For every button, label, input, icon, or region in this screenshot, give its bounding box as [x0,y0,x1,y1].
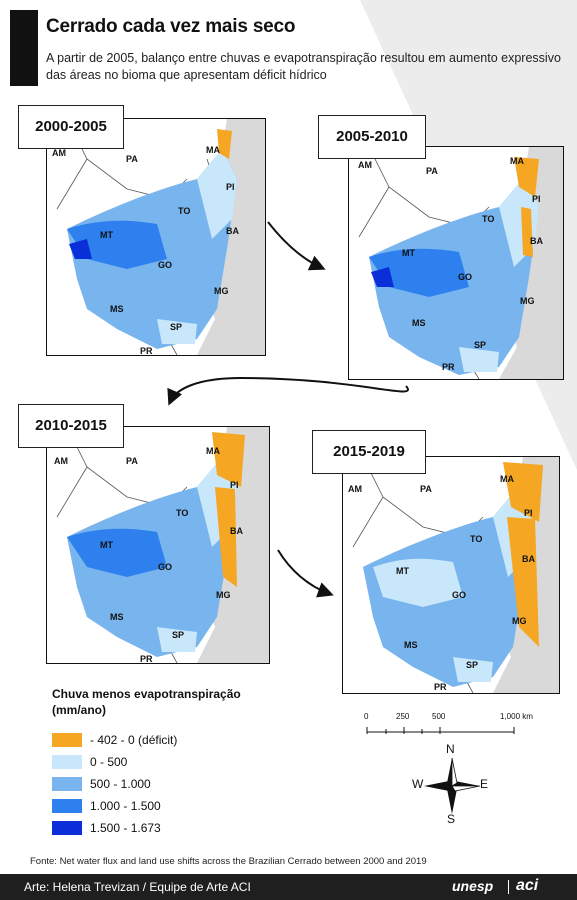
legend-swatch [52,777,82,791]
state-label: MT [100,540,113,550]
source-note: Fonte: Net water flux and land use shift… [30,856,427,867]
legend-swatch [52,821,82,835]
legend-swatch [52,755,82,769]
state-label: SP [466,660,479,670]
state-label: BA [226,226,239,236]
state-label: GO [458,272,473,282]
map-panel-2010-2015 [46,426,270,664]
legend-swatch [52,799,82,813]
state-label: PI [226,182,235,192]
compass-icon [424,757,481,814]
map-panel-2015-2019 [342,456,560,694]
period-label: 2010-2015 [18,404,124,448]
state-label: BA [522,554,535,564]
state-label: TO [470,534,483,544]
state-label: MG [512,616,527,626]
state-label: MS [110,304,124,314]
state-label: MG [214,286,229,296]
scale-tick-label: 0 [364,712,369,721]
legend-item: 1.000 - 1.500 [52,798,272,814]
legend-swatch [52,733,82,747]
legend-label: 0 - 500 [90,755,128,769]
scale-bar: 0 250 500 1,000 km [364,712,554,738]
state-label: MT [100,230,113,240]
scale-tick-label: 250 [396,712,410,721]
state-label: AM [348,484,362,494]
state-label: MA [206,446,220,456]
state-label: SP [170,322,183,332]
aci-logo: aci [516,877,539,894]
compass-rose: N S W E [412,742,492,826]
state-label: SP [172,630,185,640]
state-label: MS [110,612,124,622]
map-graphic [47,427,245,663]
state-label: MA [206,145,220,155]
map-panel-2000-2005 [46,118,266,356]
state-label: PR [140,346,153,356]
state-label: TO [178,206,191,216]
state-label: MG [520,296,535,306]
compass-west: W [412,777,424,791]
state-label: MS [404,640,418,650]
legend-item: 500 - 1.000 [52,776,272,792]
legend-label: 500 - 1.000 [90,777,151,791]
state-label: SP [474,340,487,350]
compass-north: N [446,742,455,756]
state-label: GO [452,590,467,600]
legend-label: - 402 - 0 (déficit) [90,733,178,747]
legend-title: Chuva menos evapotranspiração (mm/ano) [52,687,241,717]
page-title: Cerrado cada vez mais seco [46,16,296,37]
legend-item: - 402 - 0 (déficit) [52,732,272,748]
map-graphic [343,457,543,693]
unesp-logo: unesp [452,878,494,894]
state-label: BA [230,526,243,536]
period-label: 2000-2005 [18,105,124,149]
state-label: BA [530,236,543,246]
state-label: TO [176,508,189,518]
state-label: PR [442,362,455,372]
title-accent-bar [10,10,38,86]
state-label: PI [532,194,541,204]
state-label: GO [158,260,173,270]
state-label: AM [358,160,372,170]
state-label: MS [412,318,426,328]
state-label: AM [54,456,68,466]
footer-bar: Arte: Helena Trevizan / Equipe de Arte A… [0,874,577,900]
state-label: PA [420,484,432,494]
map-panel-2005-2010 [348,146,564,380]
page-subtitle: A partir de 2005, balanço entre chuvas e… [46,51,561,82]
state-label: PA [126,154,138,164]
map-graphic [349,147,539,379]
scale-tick-label: 1,000 km [500,712,533,721]
state-label: AM [52,148,66,158]
state-label: MA [500,474,514,484]
legend-label: 1.000 - 1.500 [90,799,161,813]
legend-item: 1.500 - 1.673 [52,820,272,836]
state-label: PI [230,480,239,490]
legend-label: 1.500 - 1.673 [90,821,161,835]
map-graphic [47,119,237,355]
state-label: PR [434,682,447,692]
state-label: MA [510,156,524,166]
period-label: 2015-2019 [312,430,426,474]
state-label: TO [482,214,495,224]
state-label: PI [524,508,533,518]
legend-item: 0 - 500 [52,754,272,770]
period-label: 2005-2010 [318,115,426,159]
state-label: PR [140,654,153,664]
scale-ruler [366,727,515,734]
footer-credit: Arte: Helena Trevizan / Equipe de Arte A… [24,880,251,894]
state-label: PA [126,456,138,466]
state-label: PA [426,166,438,176]
state-label: MG [216,590,231,600]
compass-east: E [480,777,489,791]
state-label: MT [396,566,409,576]
logo-divider [508,880,509,894]
compass-south: S [447,812,456,826]
state-label: GO [158,562,173,572]
state-label: MT [402,248,415,258]
scale-tick-label: 500 [432,712,446,721]
